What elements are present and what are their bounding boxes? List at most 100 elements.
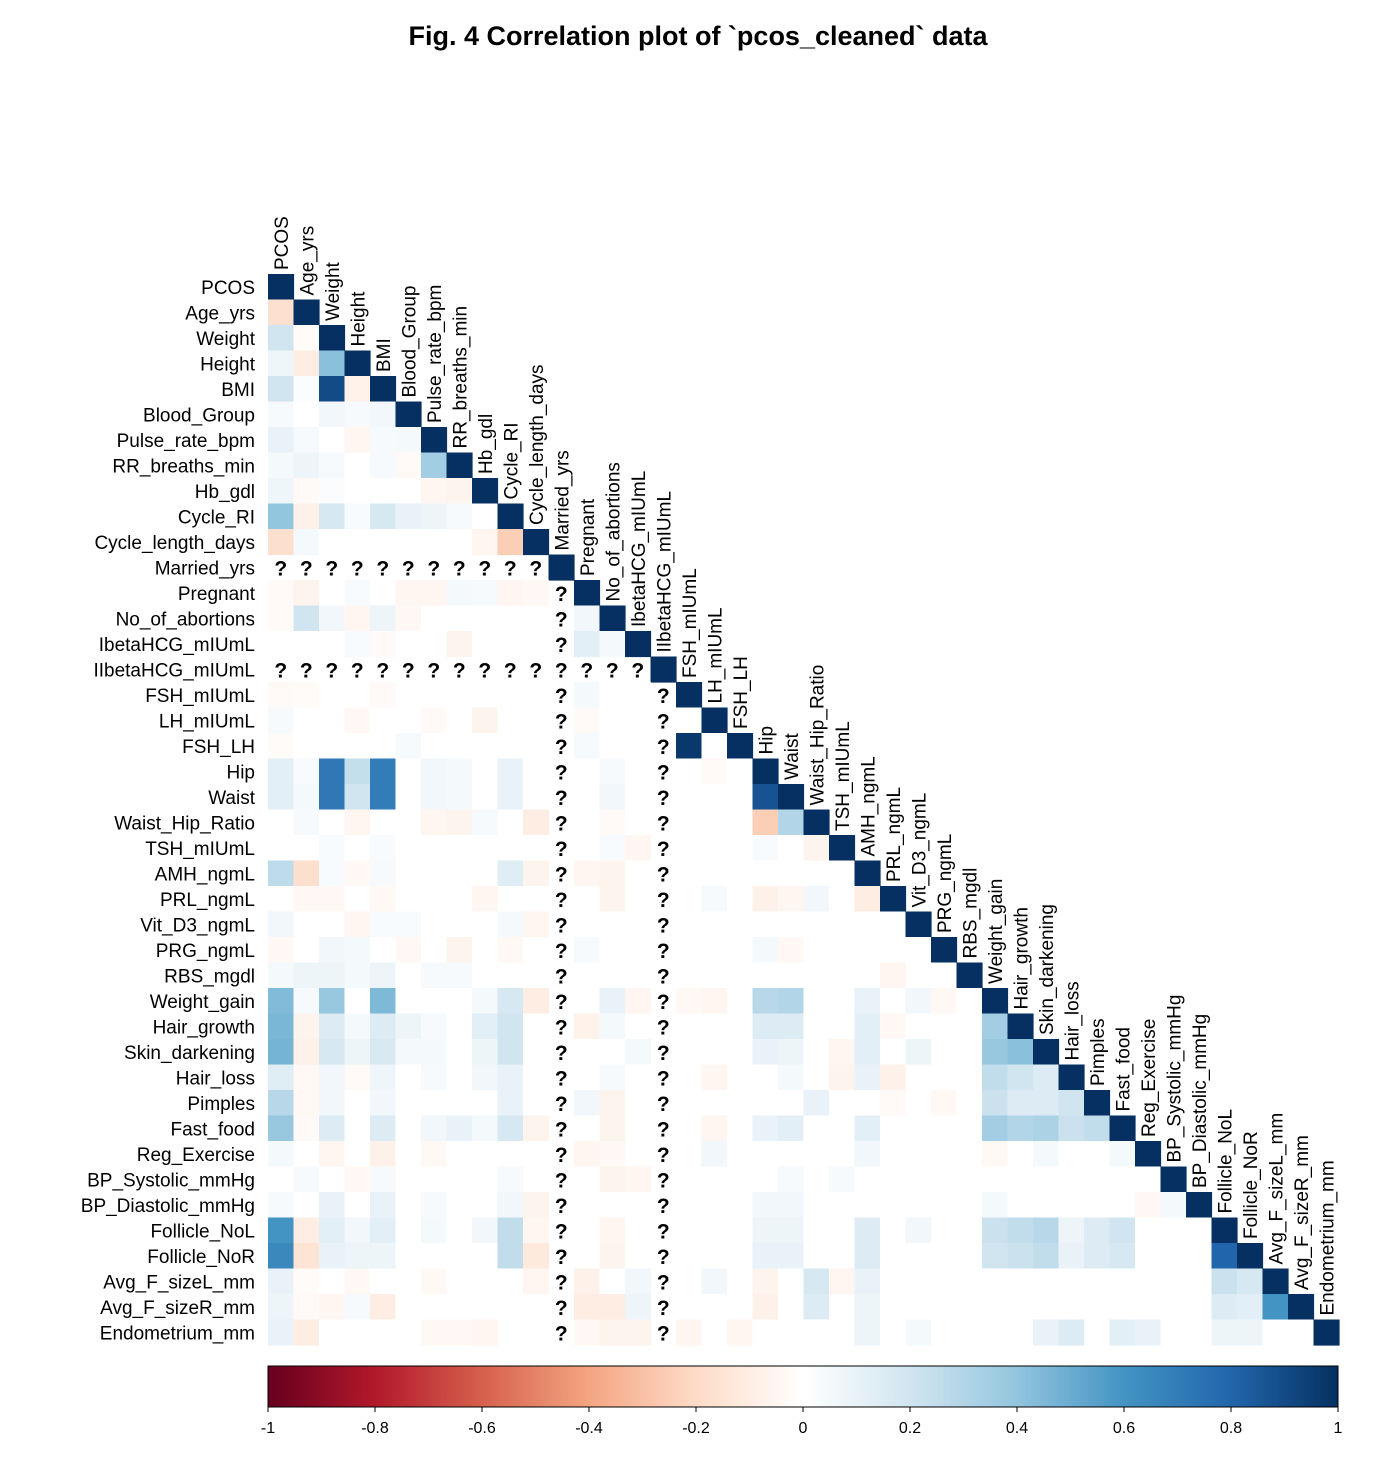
column-label: Pulse_rate_bpm (425, 285, 446, 423)
heatmap-cell (1186, 1192, 1213, 1219)
heatmap-cell (395, 962, 422, 989)
heatmap-cell (778, 1217, 805, 1244)
heatmap-cell (956, 1243, 983, 1270)
heatmap-cell (1135, 1319, 1162, 1346)
heatmap-cell (1007, 1319, 1034, 1346)
heatmap-cell (905, 1294, 932, 1321)
heatmap-cell (574, 1064, 601, 1091)
heatmap-cell (1033, 1192, 1060, 1219)
missing-marker: ? (555, 838, 568, 861)
row-label: FSH_LH (182, 737, 255, 758)
heatmap-cell (778, 1166, 805, 1193)
heatmap-cell (472, 707, 499, 734)
heatmap-cell (752, 835, 779, 862)
heatmap-cell (1033, 1141, 1060, 1168)
missing-marker: ? (657, 812, 670, 835)
missing-marker: ? (657, 710, 670, 733)
heatmap-cell (727, 988, 754, 1015)
heatmap-cell (701, 1319, 728, 1346)
heatmap-cell (523, 784, 550, 811)
heatmap-cell (752, 1064, 779, 1091)
heatmap-cell (701, 1243, 728, 1270)
heatmap-cell (344, 860, 371, 887)
heatmap-cell (395, 733, 422, 760)
heatmap-cell (497, 1064, 524, 1091)
heatmap-cell (344, 401, 371, 428)
heatmap-cell (523, 1294, 550, 1321)
heatmap-cell (727, 1141, 754, 1168)
heatmap-cell (880, 1013, 907, 1040)
heatmap-cell (574, 1294, 601, 1321)
heatmap-cell (421, 809, 448, 836)
heatmap-cell (548, 554, 575, 581)
heatmap-cell (778, 809, 805, 836)
heatmap-cell (1135, 1141, 1162, 1168)
heatmap-cell (880, 1039, 907, 1066)
heatmap-cell (421, 988, 448, 1015)
heatmap-cell (472, 1090, 499, 1117)
heatmap-cell (1058, 1090, 1085, 1117)
missing-markers: ????????????????????????????????????????… (274, 557, 669, 1345)
column-label: Blood_Group (399, 286, 420, 398)
heatmap-cell (803, 1141, 830, 1168)
heatmap-cell (293, 1064, 320, 1091)
heatmap-cell (446, 503, 473, 530)
heatmap-cell (421, 886, 448, 913)
heatmap-cell (1084, 1319, 1111, 1346)
heatmap-cell (854, 1192, 881, 1219)
heatmap-cell (319, 631, 346, 658)
heatmap-cell (344, 809, 371, 836)
heatmap-cell (752, 1115, 779, 1142)
heatmap-cell (446, 1115, 473, 1142)
heatmap-cell (268, 1166, 295, 1193)
row-label: AMH_ngmL (155, 864, 255, 885)
heatmap-cell (880, 911, 907, 938)
heatmap-cell (370, 1013, 397, 1040)
heatmap-cell (293, 452, 320, 479)
heatmap-cell (880, 1217, 907, 1244)
heatmap-cell (854, 1243, 881, 1270)
heatmap-cell (676, 911, 703, 938)
heatmap-cell (472, 911, 499, 938)
column-label: Pimples (1088, 1018, 1109, 1086)
heatmap-cell (268, 733, 295, 760)
heatmap-cell (370, 1166, 397, 1193)
missing-marker: ? (555, 787, 568, 810)
heatmap-cell (370, 809, 397, 836)
heatmap-cell (421, 682, 448, 709)
heatmap-cell (319, 1090, 346, 1117)
heatmap-cell (319, 835, 346, 862)
heatmap-cell (1058, 1166, 1085, 1193)
heatmap-cell (727, 1319, 754, 1346)
missing-marker: ? (555, 1297, 568, 1320)
heatmap-cell (319, 1243, 346, 1270)
heatmap-cell (319, 707, 346, 734)
heatmap-cell (1058, 1115, 1085, 1142)
missing-marker: ? (657, 1169, 670, 1192)
heatmap-cell (854, 1141, 881, 1168)
row-label: BP_Systolic_mmHg (87, 1170, 255, 1191)
heatmap-cell (1033, 1319, 1060, 1346)
heatmap-cell (446, 1294, 473, 1321)
heatmap-cell (319, 1217, 346, 1244)
colorbar-tick-label: 0.2 (899, 1420, 921, 1437)
heatmap-cell (701, 835, 728, 862)
heatmap-cell (293, 911, 320, 938)
heatmap-cell (319, 605, 346, 632)
heatmap-cell (472, 835, 499, 862)
heatmap-cell (319, 1115, 346, 1142)
heatmap-cell (1007, 1039, 1034, 1066)
heatmap-cell (319, 503, 346, 530)
heatmap-cell (472, 758, 499, 785)
heatmap-cell (523, 1217, 550, 1244)
missing-marker: ? (453, 557, 466, 580)
heatmap-cell (956, 1268, 983, 1295)
heatmap-cell (293, 580, 320, 607)
heatmap-cell (395, 580, 422, 607)
missing-marker: ? (427, 557, 440, 580)
heatmap-cell (497, 631, 524, 658)
heatmap-cell (370, 427, 397, 454)
heatmap-cell (497, 886, 524, 913)
heatmap-cell (854, 937, 881, 964)
heatmap-cell (803, 886, 830, 913)
